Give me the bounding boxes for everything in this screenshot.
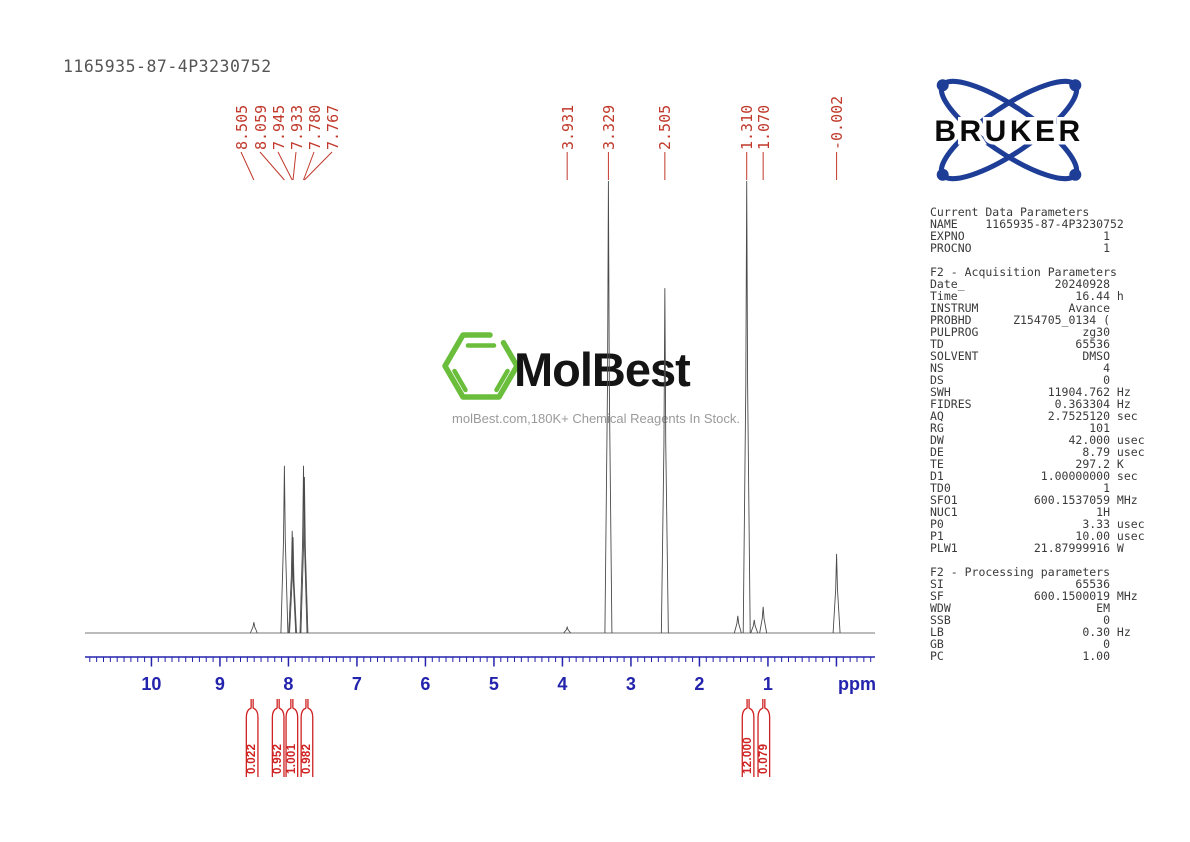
axis-tick-label: 2: [694, 674, 704, 694]
param-row: NUC1 1H: [930, 505, 1111, 519]
peak-line: [563, 625, 572, 634]
param-row: NAME 1165935-87-4P3230752: [930, 217, 1124, 231]
axis-tick-label: 6: [420, 674, 430, 694]
param-row: PC 1.00: [930, 649, 1111, 663]
peak-line: [249, 622, 258, 634]
param-row: SWH 11904.762 Hz: [930, 385, 1131, 399]
integral-bracket: [245, 699, 259, 777]
param-section: F2 - Acquisition Parameters Date_ 2024092…: [930, 266, 1170, 554]
param-row: SI 65536: [930, 577, 1111, 591]
param-row: RG 101: [930, 421, 1111, 435]
param-section: Current Data Parameters NAME 1165935-87-4…: [930, 206, 1170, 254]
param-row: SSB 0: [930, 613, 1111, 627]
peak-leader-line: [303, 151, 315, 181]
param-row: TD 65536: [930, 337, 1111, 351]
axis-tick-label: 3: [626, 674, 636, 694]
param-row: INSTRUM Avance: [930, 301, 1111, 315]
axis-tick-label: 5: [489, 674, 499, 694]
param-row: SOLVENT DMSO: [930, 349, 1111, 363]
parameter-panel: Current Data Parameters NAME 1165935-87-4…: [930, 206, 1170, 674]
param-row: GB 0: [930, 637, 1111, 651]
peak-leader-line: [240, 151, 255, 181]
param-row: TE 297.2 K: [930, 457, 1124, 471]
peak-line: [742, 180, 751, 634]
axis-tick-label: 9: [215, 674, 225, 694]
integral-bracket: [757, 699, 771, 777]
peak-leader-line: [304, 151, 333, 181]
peak-line: [750, 619, 759, 634]
peak-line: [604, 180, 613, 634]
param-row: LB 0.30 Hz: [930, 625, 1131, 639]
param-row: SFO1 600.1537059 MHz: [930, 493, 1138, 507]
param-section-header: Current Data Parameters: [930, 205, 1090, 219]
peak-line: [759, 606, 768, 634]
param-row: P0 3.33 usec: [930, 517, 1145, 531]
molbest-tagline: molBest.com,180K+ Chemical Reagents In S…: [452, 411, 740, 426]
param-row: EXPNO 1: [930, 229, 1111, 243]
peak-line: [660, 288, 669, 634]
axis-unit-label: ppm: [838, 674, 876, 694]
param-row: PLW1 21.87999916 W: [930, 541, 1124, 555]
integral-bracket: [271, 699, 285, 777]
peak-line: [288, 530, 297, 634]
param-row: WDW EM: [930, 601, 1111, 615]
param-row: SF 600.1500019 MHz: [930, 589, 1138, 603]
param-section-header: F2 - Processing parameters: [930, 565, 1111, 579]
bruker-brand-text: BRUKER: [934, 115, 1083, 148]
peak-leader-line: [277, 151, 293, 181]
integral-bracket: [285, 699, 299, 777]
param-row: NS 4: [930, 361, 1111, 375]
param-row: PROCNO 1: [930, 241, 1111, 255]
peak-line: [300, 477, 309, 634]
param-row: D1 1.00000000 sec: [930, 469, 1138, 483]
param-row: PULPROG zg30: [930, 325, 1111, 339]
bruker-orbits-icon: BRUKER: [931, 78, 1084, 182]
param-row: Date_ 20240928: [930, 277, 1111, 291]
param-row: DW 42.000 usec: [930, 433, 1145, 447]
peak-line: [289, 537, 297, 634]
param-section-header: F2 - Acquisition Parameters: [930, 265, 1117, 279]
param-row: AQ 2.7525120 sec: [930, 409, 1138, 423]
param-row: DS 0: [930, 373, 1111, 387]
param-row: FIDRES 0.363304 Hz: [930, 397, 1131, 411]
peak-leader-line: [259, 151, 285, 181]
peak-line: [280, 465, 289, 634]
param-section: F2 - Processing parameters SI 65536 SF 600…: [930, 566, 1170, 662]
sample-id-title: 1165935-87-4P3230752: [63, 57, 272, 76]
param-row: Time 16.44 h: [930, 289, 1124, 303]
peak-line: [733, 615, 742, 634]
param-row: PROBHD Z154705_0134 (: [930, 313, 1111, 327]
peak-line: [832, 553, 841, 634]
integral-bracket: [741, 699, 755, 777]
peak-line: [299, 465, 308, 634]
param-row: DE 8.79 usec: [930, 445, 1145, 459]
axis-tick-label: 4: [557, 674, 567, 694]
param-row: TD0 1: [930, 481, 1111, 495]
peak-leader-line: [292, 151, 297, 181]
molbest-brand-text: MolBest: [514, 343, 691, 396]
axis-tick-label: 7: [352, 674, 362, 694]
axis-tick-label: 10: [141, 674, 161, 694]
axis-tick-label: 8: [283, 674, 293, 694]
integral-bracket: [300, 699, 314, 777]
param-row: P1 10.00 usec: [930, 529, 1145, 543]
axis-tick-label: 1: [763, 674, 773, 694]
